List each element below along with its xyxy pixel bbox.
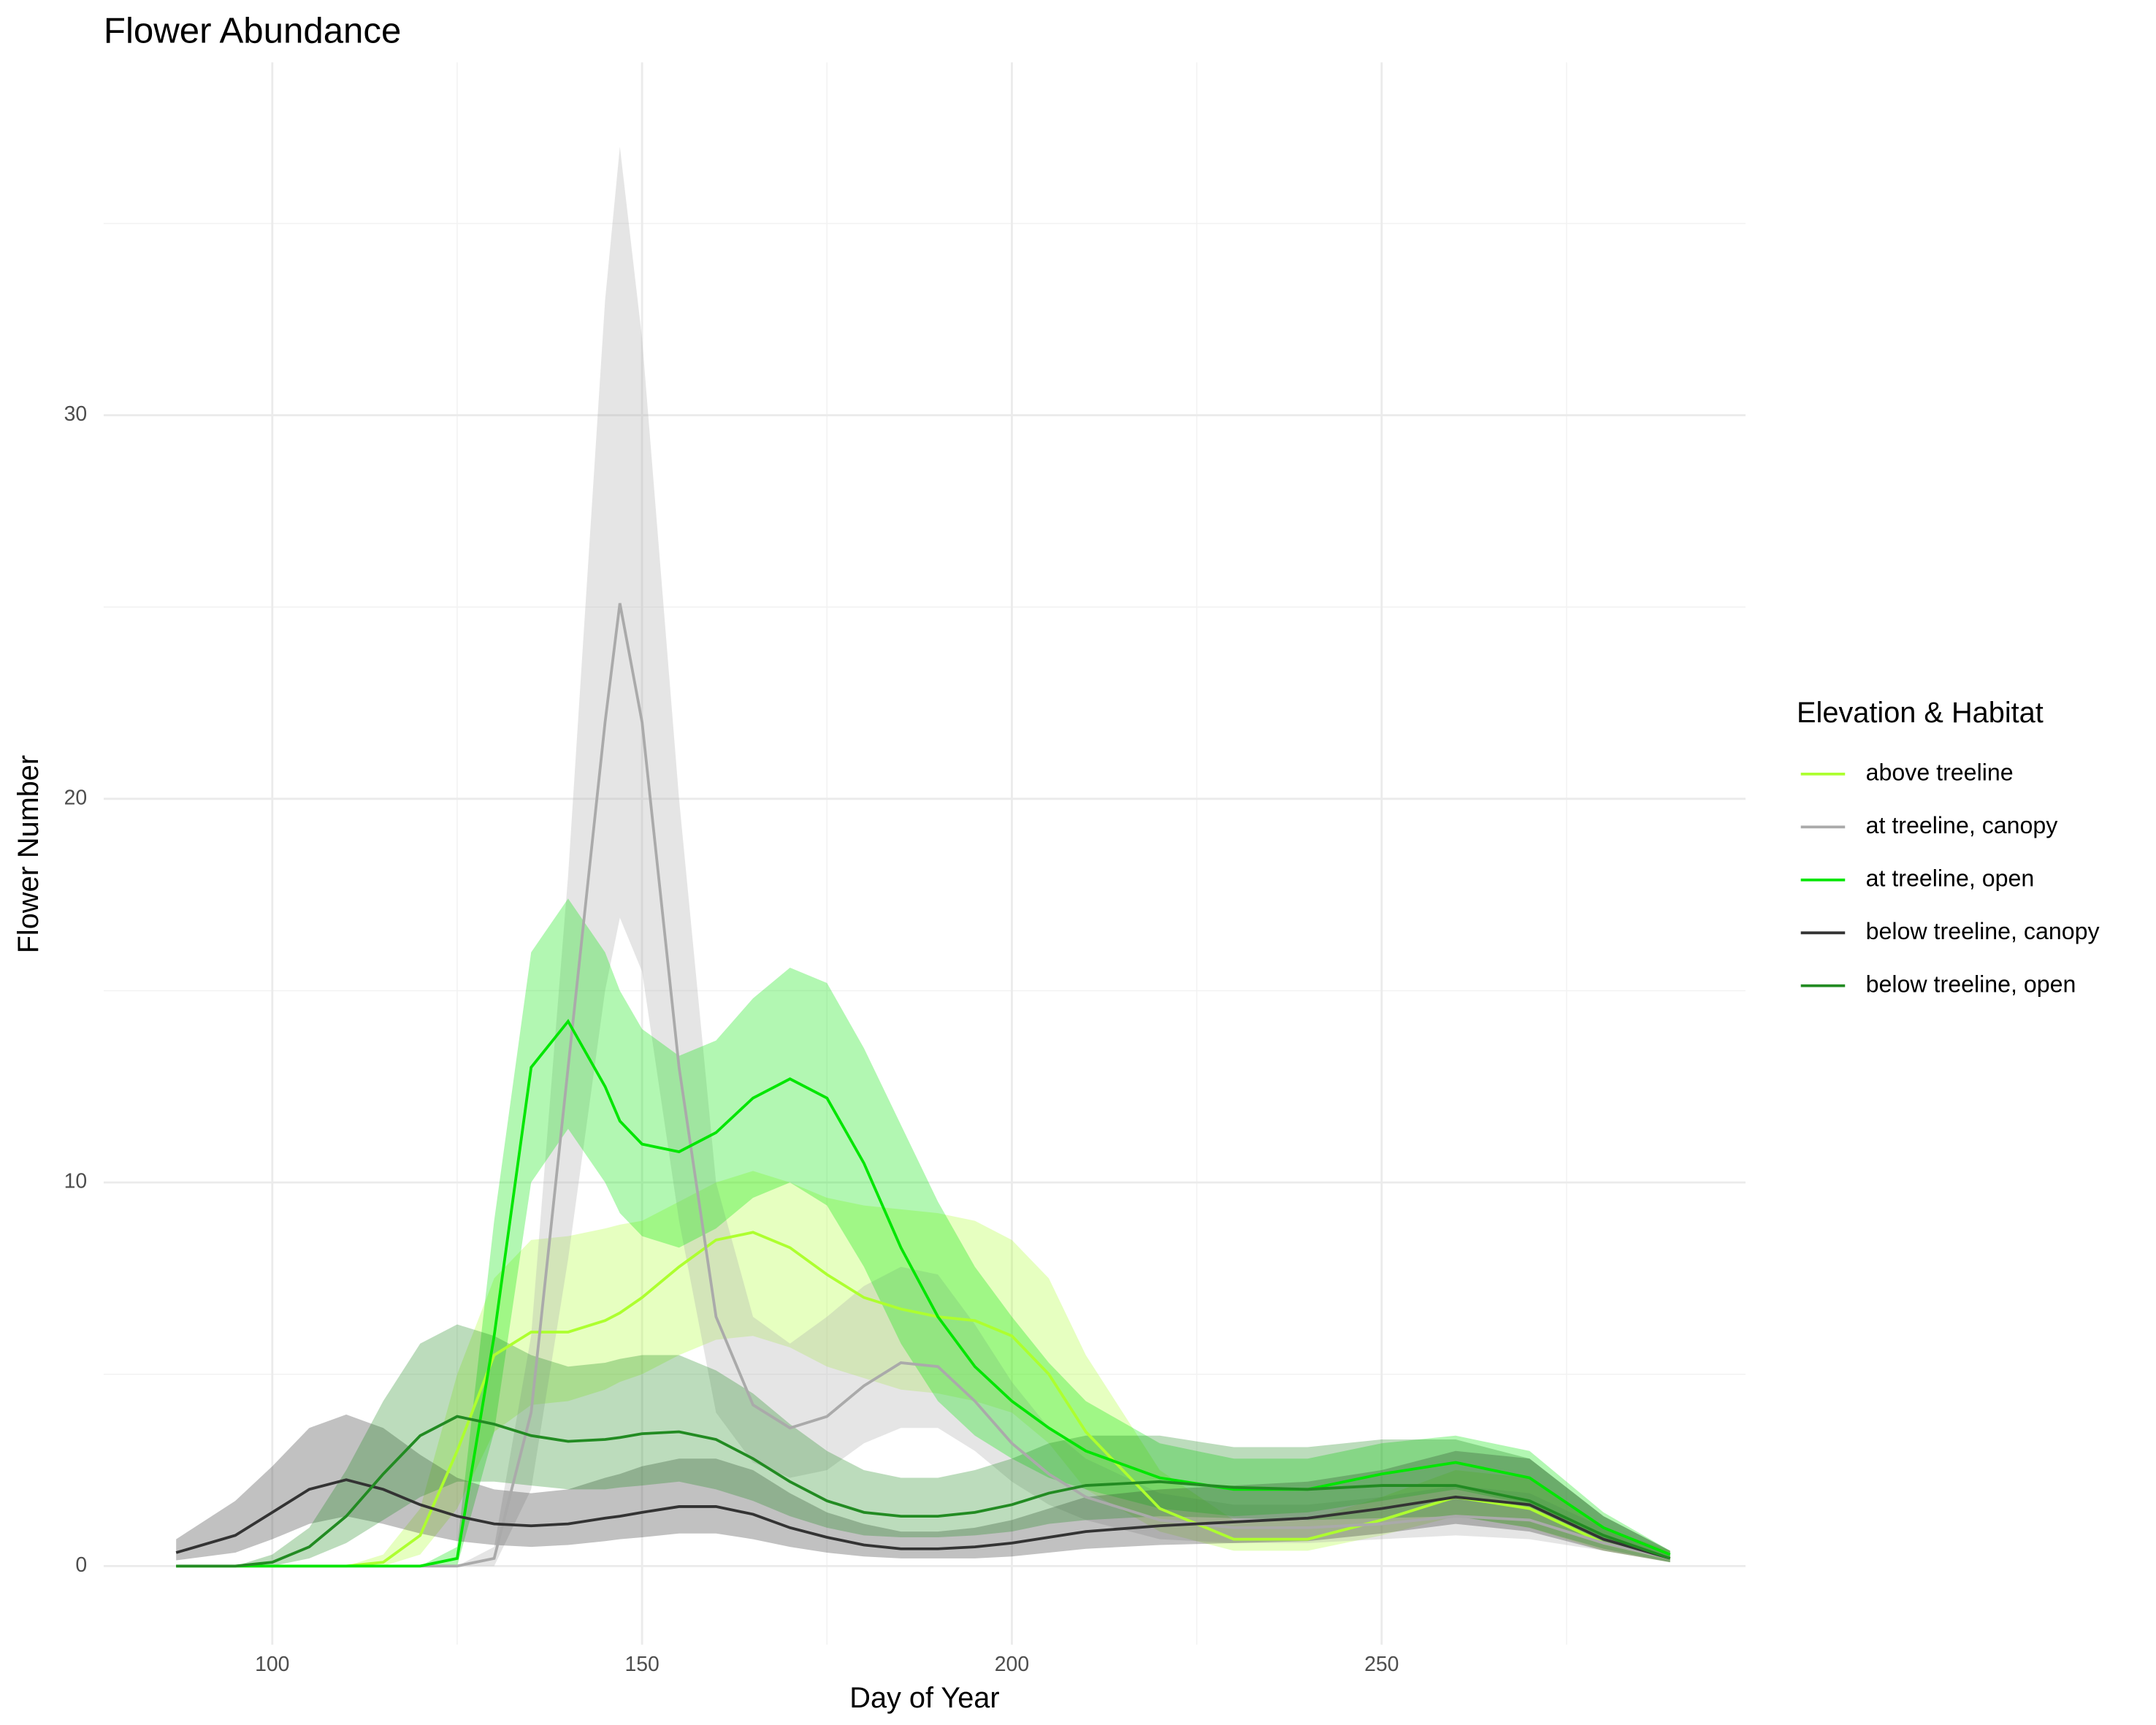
- ribbon: [176, 1324, 1670, 1567]
- y-tick-label: 30: [64, 402, 88, 426]
- x-tick-label: 150: [624, 1653, 659, 1676]
- x-tick-label: 250: [1364, 1653, 1399, 1676]
- chart-title: Flower Abundance: [104, 11, 401, 51]
- legend: above treeline at treeline, canopy at tree…: [1800, 759, 2100, 997]
- legend-label: below treeline, canopy: [1866, 918, 2100, 944]
- ribbon: [176, 146, 1670, 1567]
- y-axis-label: Flower Number: [12, 755, 45, 953]
- legend-title: Elevation & Habitat: [1797, 697, 2044, 729]
- y-tick-label: 20: [64, 786, 88, 809]
- ribbon: [176, 898, 1670, 1567]
- legend-label: at treeline, canopy: [1866, 812, 2059, 838]
- lines: [175, 603, 1671, 1568]
- x-axis-label: Day of Year: [849, 1682, 999, 1714]
- legend-label: below treeline, open: [1866, 971, 2076, 997]
- y-tick-label: 10: [64, 1170, 88, 1193]
- line: [176, 1231, 1671, 1568]
- y-tick-label: 0: [75, 1553, 87, 1577]
- line: [176, 1415, 1671, 1568]
- line: [175, 1478, 1671, 1560]
- legend-label: above treeline: [1866, 759, 2014, 785]
- grid: 100 150 200 250 0 10 20 30: [64, 62, 1746, 1676]
- ribbon: [176, 1171, 1670, 1567]
- ribbons: [176, 146, 1670, 1567]
- x-tick-label: 100: [255, 1653, 289, 1676]
- legend-label: at treeline, open: [1866, 865, 2035, 891]
- x-tick-label: 200: [995, 1653, 1029, 1676]
